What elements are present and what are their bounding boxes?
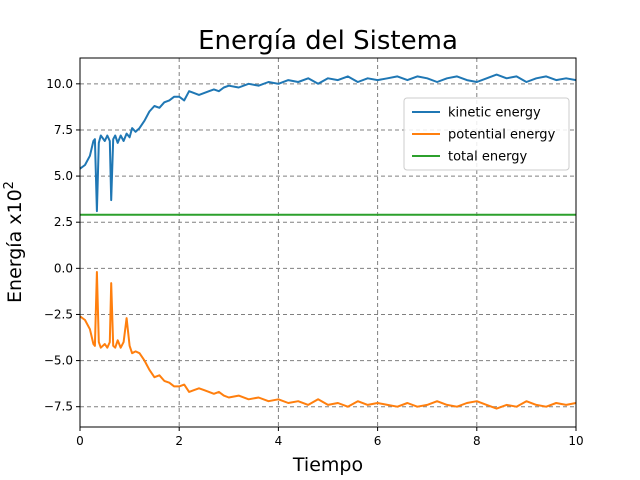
- y-tick-label: −2.5: [44, 307, 73, 321]
- grid-lines: [79, 58, 577, 427]
- x-tick-label: 0: [76, 434, 84, 448]
- y-tick-label: −5.0: [44, 354, 73, 368]
- series-group: [79, 73, 577, 410]
- x-tick-label: 6: [374, 434, 382, 448]
- y-axis-label-exponent: 2: [2, 181, 17, 189]
- series-line-kinetic-energy: [79, 73, 577, 213]
- legend-label-potential-energy: potential energy: [448, 128, 556, 143]
- y-axis-label: Energía x102: [2, 181, 26, 303]
- y-tick-label: 2.5: [54, 215, 73, 229]
- y-tick-label: −7.5: [44, 400, 73, 414]
- y-tick-label: 7.5: [54, 123, 73, 137]
- y-axis-ticks: −7.5 −5.0 −2.5 0.0 2.5 5.0 7.5 10.0: [44, 77, 80, 414]
- legend-label-kinetic-energy: kinetic energy: [448, 106, 541, 121]
- y-tick-label: 5.0: [54, 169, 73, 183]
- legend: kinetic energy potential energy total ener…: [403, 97, 570, 171]
- x-tick-label: 4: [275, 434, 283, 448]
- x-axis-label: Tiempo: [292, 454, 363, 476]
- chart-title: Energía del Sistema: [198, 26, 458, 56]
- plot-frame: [79, 57, 577, 428]
- y-tick-label: 10.0: [46, 77, 73, 91]
- legend-label-total-energy: total energy: [448, 150, 527, 165]
- x-axis-ticks: 0 2 4 6 8 10: [76, 427, 584, 448]
- x-tick-label: 8: [473, 434, 481, 448]
- series-line-potential-energy: [79, 271, 577, 410]
- x-tick-label: 2: [175, 434, 183, 448]
- x-tick-label: 10: [568, 434, 583, 448]
- legend-box: [403, 97, 570, 171]
- y-tick-label: 0.0: [54, 261, 73, 275]
- y-axis-label-main: Energía x10: [4, 189, 26, 303]
